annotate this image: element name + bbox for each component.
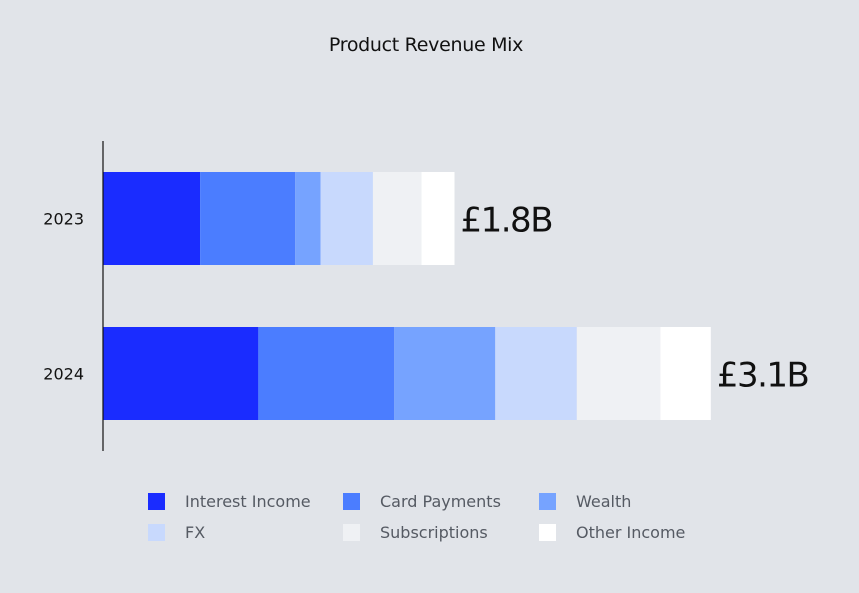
legend-swatch — [148, 523, 165, 541]
legend-swatch — [343, 523, 360, 541]
legend-item-interest-income: Interest Income — [148, 491, 343, 511]
legend-item-other-income: Other Income — [539, 522, 719, 542]
chart-title: Product Revenue Mix — [328, 34, 524, 56]
bar-segment-2023-other-income — [421, 172, 455, 265]
total-label-2024: £3.1B — [717, 356, 809, 396]
bar-segment-2023-interest-income — [103, 172, 201, 265]
bar-segment-2023-subscriptions — [372, 172, 422, 265]
bar-segment-2023-card-payments — [200, 172, 296, 265]
bar-segment-2024-interest-income — [103, 327, 259, 420]
legend-swatch — [343, 492, 360, 510]
legend-label: FX — [185, 522, 206, 542]
legend-item-subscriptions: Subscriptions — [343, 522, 539, 542]
bar-segment-2024-wealth — [394, 327, 496, 420]
total-label-2023: £1.8B — [460, 201, 552, 241]
category-label-2023: 2023 — [43, 210, 84, 229]
legend-label: Card Payments — [380, 491, 501, 511]
legend-item-wealth: Wealth — [539, 491, 719, 511]
bar-segment-2024-fx — [495, 327, 577, 420]
bar-segment-2024-subscriptions — [576, 327, 661, 420]
legend-item-card-payments: Card Payments — [343, 491, 539, 511]
legend: Interest Income Card Payments Wealth FX Subs… — [148, 491, 719, 542]
category-label-2024: 2024 — [43, 365, 84, 384]
legend-swatch — [148, 492, 165, 510]
legend-label: Other Income — [576, 522, 686, 542]
legend-swatch — [539, 492, 556, 510]
legend-label: Interest Income — [185, 491, 311, 511]
legend-label: Subscriptions — [380, 522, 488, 542]
bar-segment-2023-fx — [320, 172, 373, 265]
bar-segment-2024-other-income — [660, 327, 711, 420]
legend-item-fx: FX — [148, 522, 343, 542]
legend-label: Wealth — [576, 491, 632, 511]
bar-segment-2024-card-payments — [258, 327, 395, 420]
legend-swatch — [539, 523, 556, 541]
bar-segment-2023-wealth — [295, 172, 321, 265]
